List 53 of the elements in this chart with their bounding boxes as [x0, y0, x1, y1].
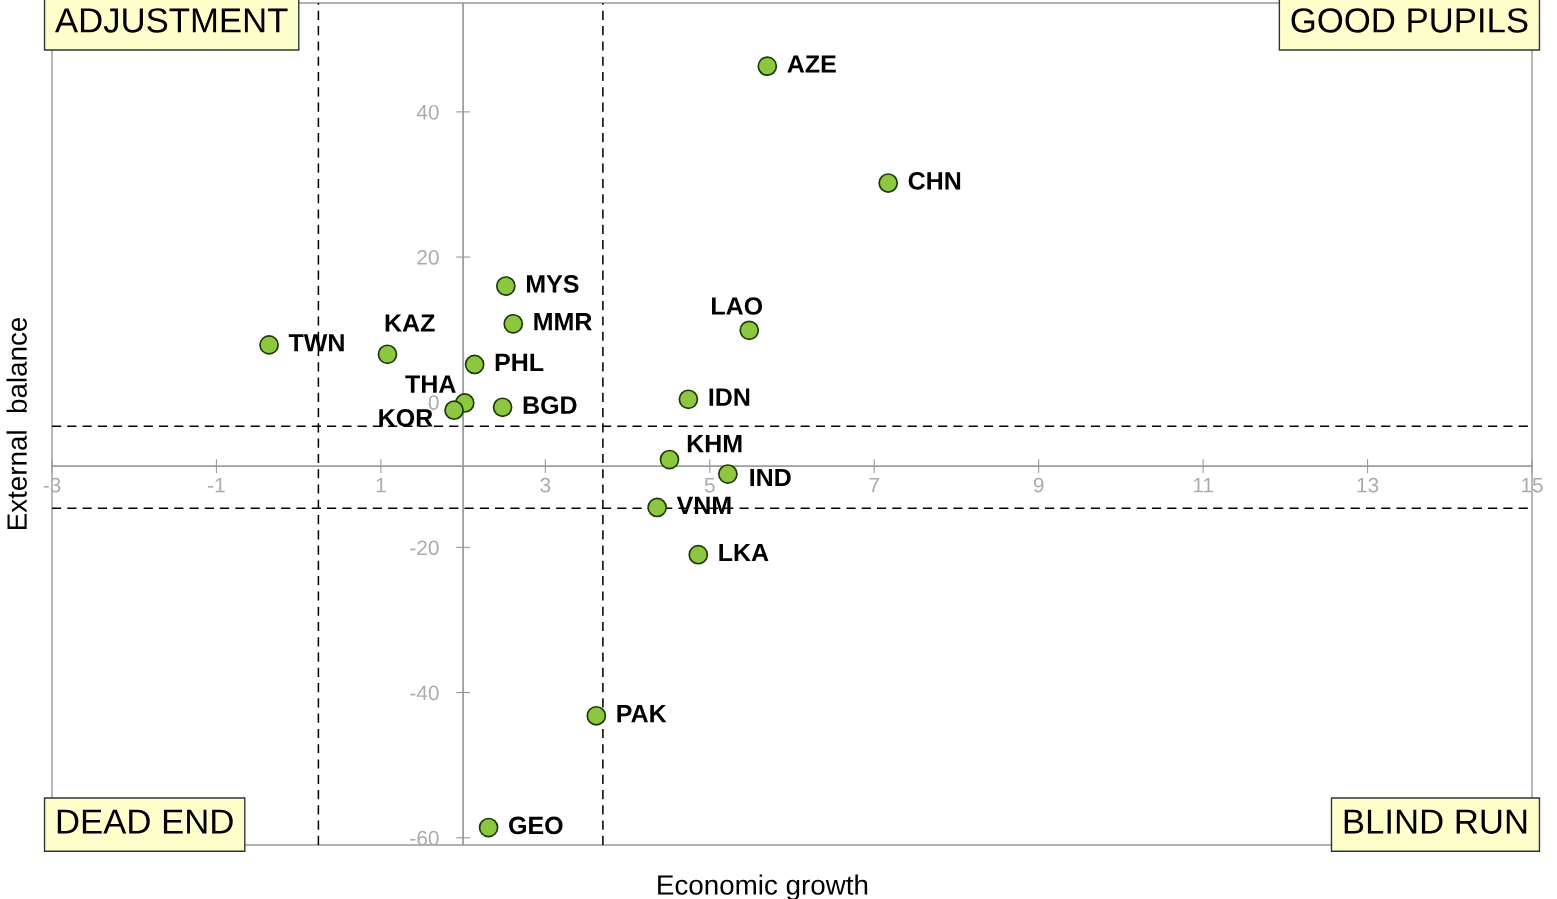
annotation: LKA	[719, 543, 769, 562]
y-tick-label: -40	[410, 685, 439, 701]
annotation: THA	[405, 375, 456, 393]
x-tick-label: 9	[1033, 477, 1044, 493]
annotation: LAO	[712, 297, 763, 315]
y-tick-label: 40	[416, 104, 439, 120]
point	[678, 389, 699, 410]
annotation: DEAD END	[57, 809, 233, 834]
annotation: ADJUSTMENT	[55, 8, 288, 33]
annotation: KOR	[379, 408, 433, 427]
x-tick-label: 3	[540, 477, 551, 493]
annotation: GOOD PUPILS	[1291, 8, 1528, 33]
point	[495, 276, 516, 296]
annotation: MMR	[534, 313, 592, 331]
annotation: AZE	[787, 55, 836, 73]
point	[492, 397, 513, 418]
y-tick-label: 20	[417, 250, 439, 265]
annotation: PHL	[495, 353, 544, 371]
y-tick-label: -60	[410, 830, 439, 846]
annotation: IND	[750, 468, 791, 487]
point	[444, 400, 464, 421]
point	[878, 173, 899, 193]
x-tick-label: 7	[869, 477, 879, 493]
y-tick-label: -20	[410, 540, 439, 556]
x-tick-label: 13	[1357, 477, 1379, 493]
annotation: BLIND RUN	[1344, 809, 1527, 834]
x-tick-label: 11	[1193, 477, 1213, 493]
annotation: MYS	[526, 275, 579, 293]
point	[503, 313, 524, 334]
point	[739, 320, 760, 341]
annotation: PAK	[617, 705, 667, 723]
point	[586, 705, 607, 726]
x-tick-label: 5	[704, 477, 715, 493]
x-tick-label: 1	[376, 477, 386, 493]
annotation: KHM	[687, 434, 742, 453]
annotation: IDN	[709, 388, 750, 406]
point	[377, 344, 398, 365]
annotation: GEO	[509, 816, 563, 835]
point	[717, 464, 738, 484]
point	[688, 544, 709, 565]
y-tick-label: 0	[428, 395, 439, 410]
point	[647, 497, 668, 518]
annotation: KAZ	[385, 314, 435, 332]
point	[259, 334, 279, 355]
annotation: CHN	[908, 172, 961, 190]
point	[478, 817, 499, 838]
annotation: TWN	[288, 334, 344, 352]
annotation: BGD	[523, 396, 577, 415]
point	[659, 449, 680, 470]
y-axis-title: External balance	[6, 317, 27, 530]
point	[464, 354, 485, 375]
x-tick-label: -1	[208, 477, 225, 493]
point	[757, 56, 778, 77]
